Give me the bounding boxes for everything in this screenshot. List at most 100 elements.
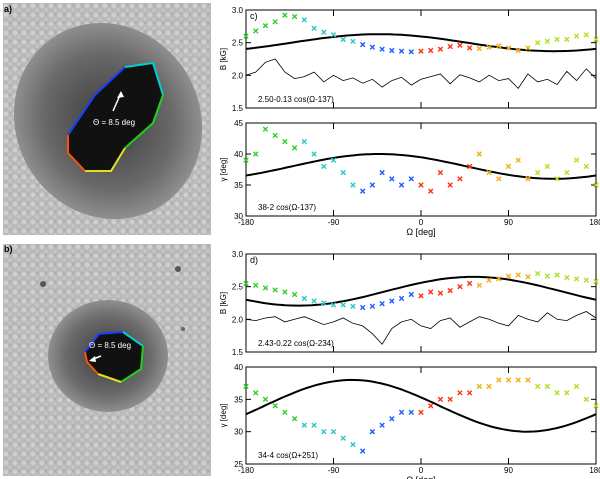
- data-point-2-18: [418, 293, 424, 299]
- data-point-2-32: [554, 272, 560, 278]
- data-point-2-8: [321, 300, 327, 306]
- data-point-3-9: [330, 428, 337, 435]
- data-point-2-33: [564, 274, 570, 281]
- data-point-3-33: [564, 390, 570, 396]
- y-axis-label-2: B [kG]: [219, 292, 228, 314]
- data-point-1-2: [262, 126, 269, 132]
- data-point-2-31: [544, 273, 551, 279]
- data-point-2-7: [311, 298, 317, 304]
- y-axis-label-3: γ [deg]: [219, 403, 228, 427]
- data-point-3-15: [389, 416, 395, 422]
- y-tick-label-0-2: 2.5: [232, 39, 244, 48]
- sunspot-image-b: Θ = 8.5 deg: [3, 244, 211, 476]
- data-point-3-24: [476, 383, 483, 390]
- data-point-0-18: [418, 48, 424, 54]
- data-point-0-6: [301, 17, 308, 23]
- y-tick-label-3-0: 25: [234, 460, 243, 469]
- x-axis-label-3: Ω [deg]: [406, 475, 435, 479]
- y-tick-label-3-2: 35: [234, 395, 243, 404]
- data-point-0-23: [466, 45, 473, 51]
- y-tick-label-2-1: 2.0: [232, 315, 244, 324]
- fit-curve-1: [245, 153, 597, 180]
- data-point-3-30: [534, 383, 541, 390]
- data-point-2-29: [525, 274, 531, 280]
- x-tick-label-1-1: -90: [328, 218, 340, 227]
- data-point-3-7: [311, 422, 317, 428]
- data-point-3-35: [583, 396, 589, 403]
- data-point-2-9: [330, 302, 337, 308]
- x-tick-label-3-3: 90: [504, 466, 513, 475]
- data-point-3-36: [593, 403, 599, 409]
- data-point-1-5: [291, 145, 298, 151]
- data-point-0-16: [398, 48, 405, 54]
- data-point-3-2: [262, 396, 269, 403]
- data-point-1-6: [301, 138, 308, 145]
- data-point-0-13: [369, 44, 376, 50]
- data-point-3-18: [418, 409, 424, 415]
- data-point-1-9: [330, 157, 337, 163]
- data-point-0-10: [340, 36, 346, 43]
- data-point-1-10: [340, 169, 346, 176]
- y-tick-label-2-0: 1.5: [232, 348, 244, 357]
- data-point-1-19: [428, 188, 434, 194]
- data-point-2-27: [505, 273, 512, 279]
- y-tick-label-0-1: 2.0: [232, 71, 244, 80]
- data-point-3-32: [554, 390, 560, 396]
- data-point-3-13: [369, 428, 376, 435]
- data-point-3-6: [301, 422, 308, 428]
- data-point-1-34: [573, 157, 580, 163]
- data-point-1-33: [564, 169, 570, 176]
- data-point-2-16: [398, 295, 405, 302]
- data-point-2-11: [350, 303, 356, 309]
- data-point-3-21: [447, 396, 453, 403]
- data-point-2-36: [593, 278, 599, 285]
- data-point-1-4: [282, 138, 288, 145]
- panel-label-b: b): [4, 244, 13, 254]
- data-point-2-1: [253, 282, 259, 289]
- data-point-0-32: [554, 36, 560, 43]
- plot-frame-2: [245, 253, 597, 353]
- data-point-1-18: [418, 182, 424, 188]
- data-point-1-28: [515, 157, 521, 163]
- y-axis-label-0: B [kG]: [219, 48, 228, 70]
- data-point-0-22: [457, 42, 463, 48]
- data-point-2-19: [428, 289, 434, 295]
- y-tick-label-2-3: 3.0: [232, 250, 244, 259]
- y-tick-label-1-1: 35: [234, 181, 243, 190]
- x-tick-label-1-0: -180: [238, 218, 255, 227]
- data-point-0-24: [476, 45, 483, 52]
- y-tick-label-1-2: 40: [234, 150, 243, 159]
- data-point-2-21: [447, 287, 453, 294]
- data-point-2-30: [534, 270, 541, 277]
- data-point-3-28: [515, 377, 521, 383]
- data-point-3-27: [505, 377, 512, 383]
- data-point-2-2: [262, 285, 269, 291]
- residual-line-0: [245, 58, 597, 90]
- theta-label-b: Θ = 8.5 deg: [89, 341, 131, 350]
- data-point-0-14: [379, 46, 385, 52]
- data-point-0-1: [253, 28, 259, 34]
- data-point-2-28: [515, 272, 521, 278]
- sunspot-a-svg: Θ = 8.5 deg: [3, 3, 211, 235]
- data-point-1-26: [496, 176, 502, 182]
- data-point-0-4: [282, 12, 288, 18]
- data-point-1-31: [544, 163, 551, 170]
- data-point-0-36: [593, 36, 599, 43]
- data-point-1-15: [389, 176, 395, 182]
- data-point-0-15: [389, 47, 395, 54]
- data-point-3-5: [291, 416, 298, 422]
- data-point-2-6: [301, 295, 308, 302]
- data-point-0-17: [408, 49, 414, 55]
- data-point-2-12: [359, 304, 366, 311]
- sunspot-b-svg: Θ = 8.5 deg: [3, 244, 211, 476]
- panel-label-0: c): [250, 11, 258, 21]
- data-point-0-5: [291, 13, 298, 20]
- data-point-1-13: [369, 182, 376, 188]
- y-tick-label-3-1: 30: [234, 428, 243, 437]
- data-point-3-10: [340, 435, 346, 441]
- data-point-1-25: [486, 169, 492, 176]
- x-tick-label-1-4: 180: [589, 218, 600, 227]
- data-point-1-24: [476, 151, 483, 157]
- data-point-3-25: [486, 383, 492, 390]
